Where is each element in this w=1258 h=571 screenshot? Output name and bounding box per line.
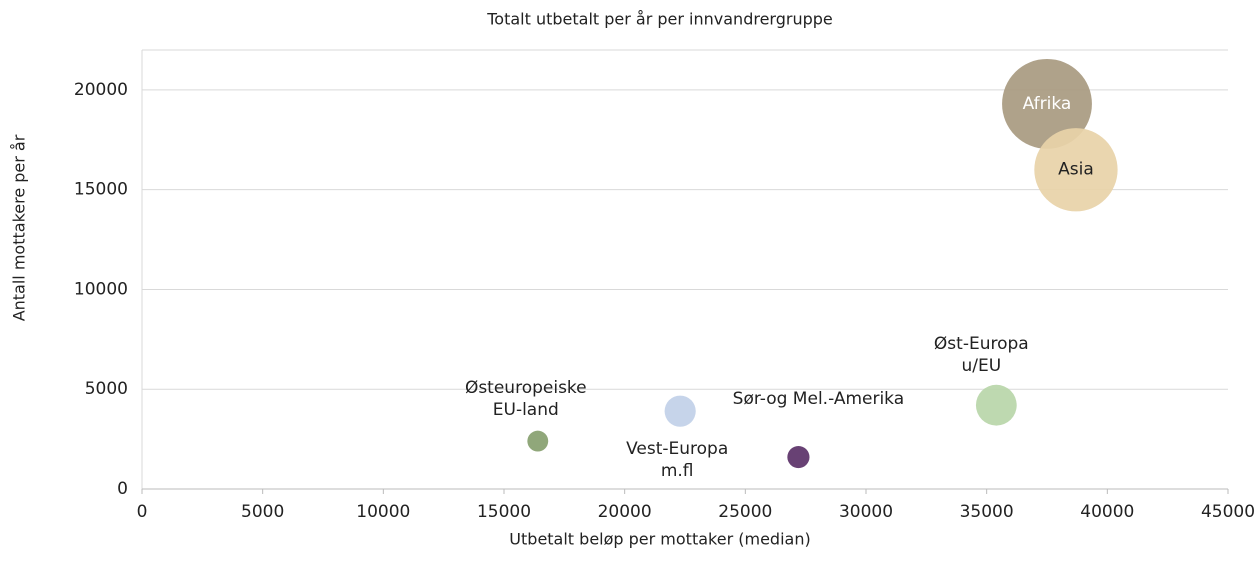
bubble	[787, 445, 810, 469]
x-tick-label: 15000	[477, 502, 531, 522]
y-tick-label: 20000	[74, 80, 128, 100]
x-tick-label: 25000	[718, 502, 772, 522]
bubble-label: Asia	[1058, 160, 1094, 180]
x-tick-label: 40000	[1080, 502, 1134, 522]
chart-title: Totalt utbetalt per år per innvandrergru…	[486, 10, 833, 29]
y-axis-title: Antall mottakere per år	[10, 134, 29, 321]
y-tick-label: 5000	[85, 379, 128, 399]
x-tick-label: 35000	[960, 502, 1014, 522]
bubble-label: Sør-og Mel.-Amerika	[733, 389, 904, 409]
x-tick-label: 5000	[241, 502, 284, 522]
bubble	[975, 384, 1017, 426]
y-tick-label: 15000	[74, 180, 128, 200]
x-tick-label: 45000	[1201, 502, 1255, 522]
x-tick-label: 20000	[598, 502, 652, 522]
bubble-label: Østeuropeiske EU-land	[465, 378, 587, 420]
x-tick-label: 30000	[839, 502, 893, 522]
bubble	[1034, 128, 1118, 212]
x-axis-title: Utbetalt beløp per mottaker (median)	[509, 530, 810, 549]
bubble	[1002, 58, 1092, 149]
bubble	[664, 395, 696, 427]
bubble-label: Vest-Europa m.fl	[626, 439, 728, 481]
x-tick-label: 10000	[356, 502, 410, 522]
x-tick-label: 0	[137, 502, 148, 522]
y-tick-label: 10000	[74, 279, 128, 299]
bubble-label: Øst-Europa u/EU	[934, 334, 1029, 376]
y-tick-label: 0	[117, 479, 128, 499]
bubble-label: Afrika	[1023, 94, 1072, 114]
bubble	[527, 430, 549, 452]
